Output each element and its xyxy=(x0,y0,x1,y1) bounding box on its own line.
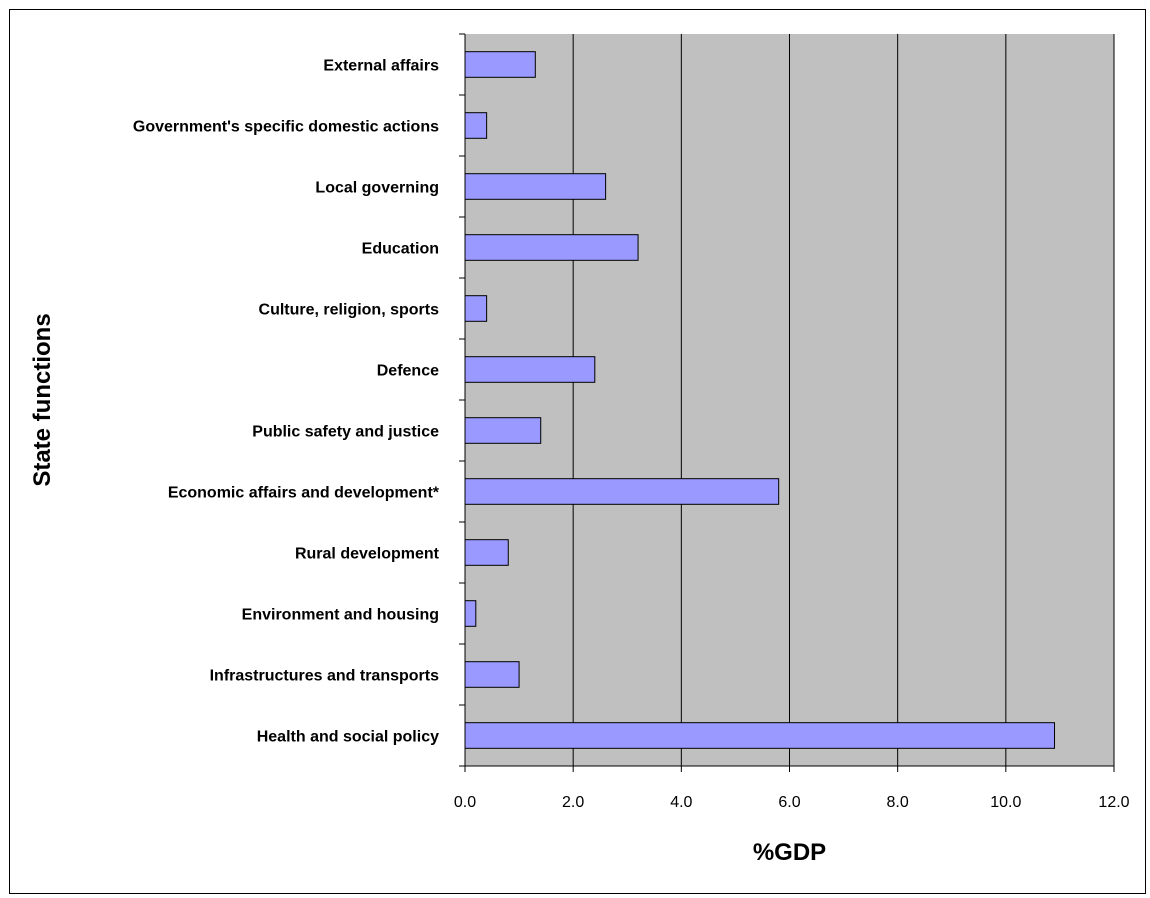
bar xyxy=(464,356,596,383)
axes xyxy=(459,33,1114,767)
category-label: Health and social policy xyxy=(257,729,439,746)
bar xyxy=(464,112,488,139)
category-label: Education xyxy=(362,241,439,258)
bar xyxy=(464,295,488,322)
category-label: Government's specific domestic actions xyxy=(133,119,439,136)
bar xyxy=(464,722,1056,749)
bar xyxy=(464,234,639,261)
bar xyxy=(464,600,477,627)
category-label: Public safety and justice xyxy=(252,424,439,441)
category-label: Infrastructures and transports xyxy=(210,668,439,685)
bar xyxy=(464,51,536,78)
category-label: Defence xyxy=(377,363,439,380)
category-labels: External affairs Government's specific do… xyxy=(133,58,440,746)
x-tick-labels: 0.0 2.0 4.0 6.0 8.0 10.0 12.0 xyxy=(454,794,1130,811)
bar xyxy=(464,539,509,566)
x-tick-label: 6.0 xyxy=(778,794,800,811)
bars xyxy=(464,51,1056,749)
category-label: Local governing xyxy=(315,180,439,197)
category-label: External affairs xyxy=(323,58,439,75)
y-axis-title: State functions xyxy=(29,313,56,486)
bar xyxy=(464,417,542,444)
x-tick-label: 12.0 xyxy=(1098,794,1129,811)
bar xyxy=(464,173,607,200)
x-axis-title: %GDP xyxy=(753,839,826,866)
bar xyxy=(464,661,520,688)
category-label: Environment and housing xyxy=(242,607,439,624)
x-tick-label: 2.0 xyxy=(562,794,584,811)
category-label: Economic affairs and development* xyxy=(168,485,440,502)
x-tick-label: 0.0 xyxy=(454,794,476,811)
x-tick-label: 8.0 xyxy=(887,794,909,811)
x-tick-label: 4.0 xyxy=(670,794,692,811)
category-label: Rural development xyxy=(295,546,440,563)
gridlines xyxy=(464,34,1115,772)
x-tick-label: 10.0 xyxy=(990,794,1021,811)
bar xyxy=(464,478,780,505)
category-label: Culture, religion, sports xyxy=(259,302,440,319)
